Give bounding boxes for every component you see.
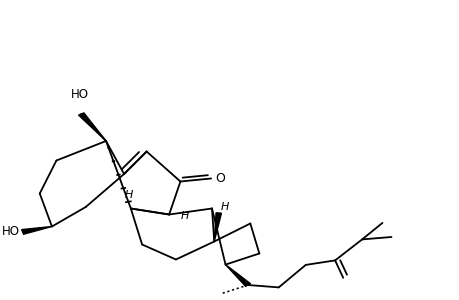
Polygon shape [22, 226, 52, 234]
Text: H: H [124, 190, 133, 200]
Text: O: O [215, 172, 225, 185]
Polygon shape [78, 113, 106, 141]
Text: HO: HO [2, 225, 20, 239]
Text: H: H [220, 202, 229, 212]
Polygon shape [225, 265, 250, 286]
Polygon shape [214, 213, 221, 242]
Text: HO: HO [71, 88, 89, 100]
Text: H: H [180, 211, 188, 221]
